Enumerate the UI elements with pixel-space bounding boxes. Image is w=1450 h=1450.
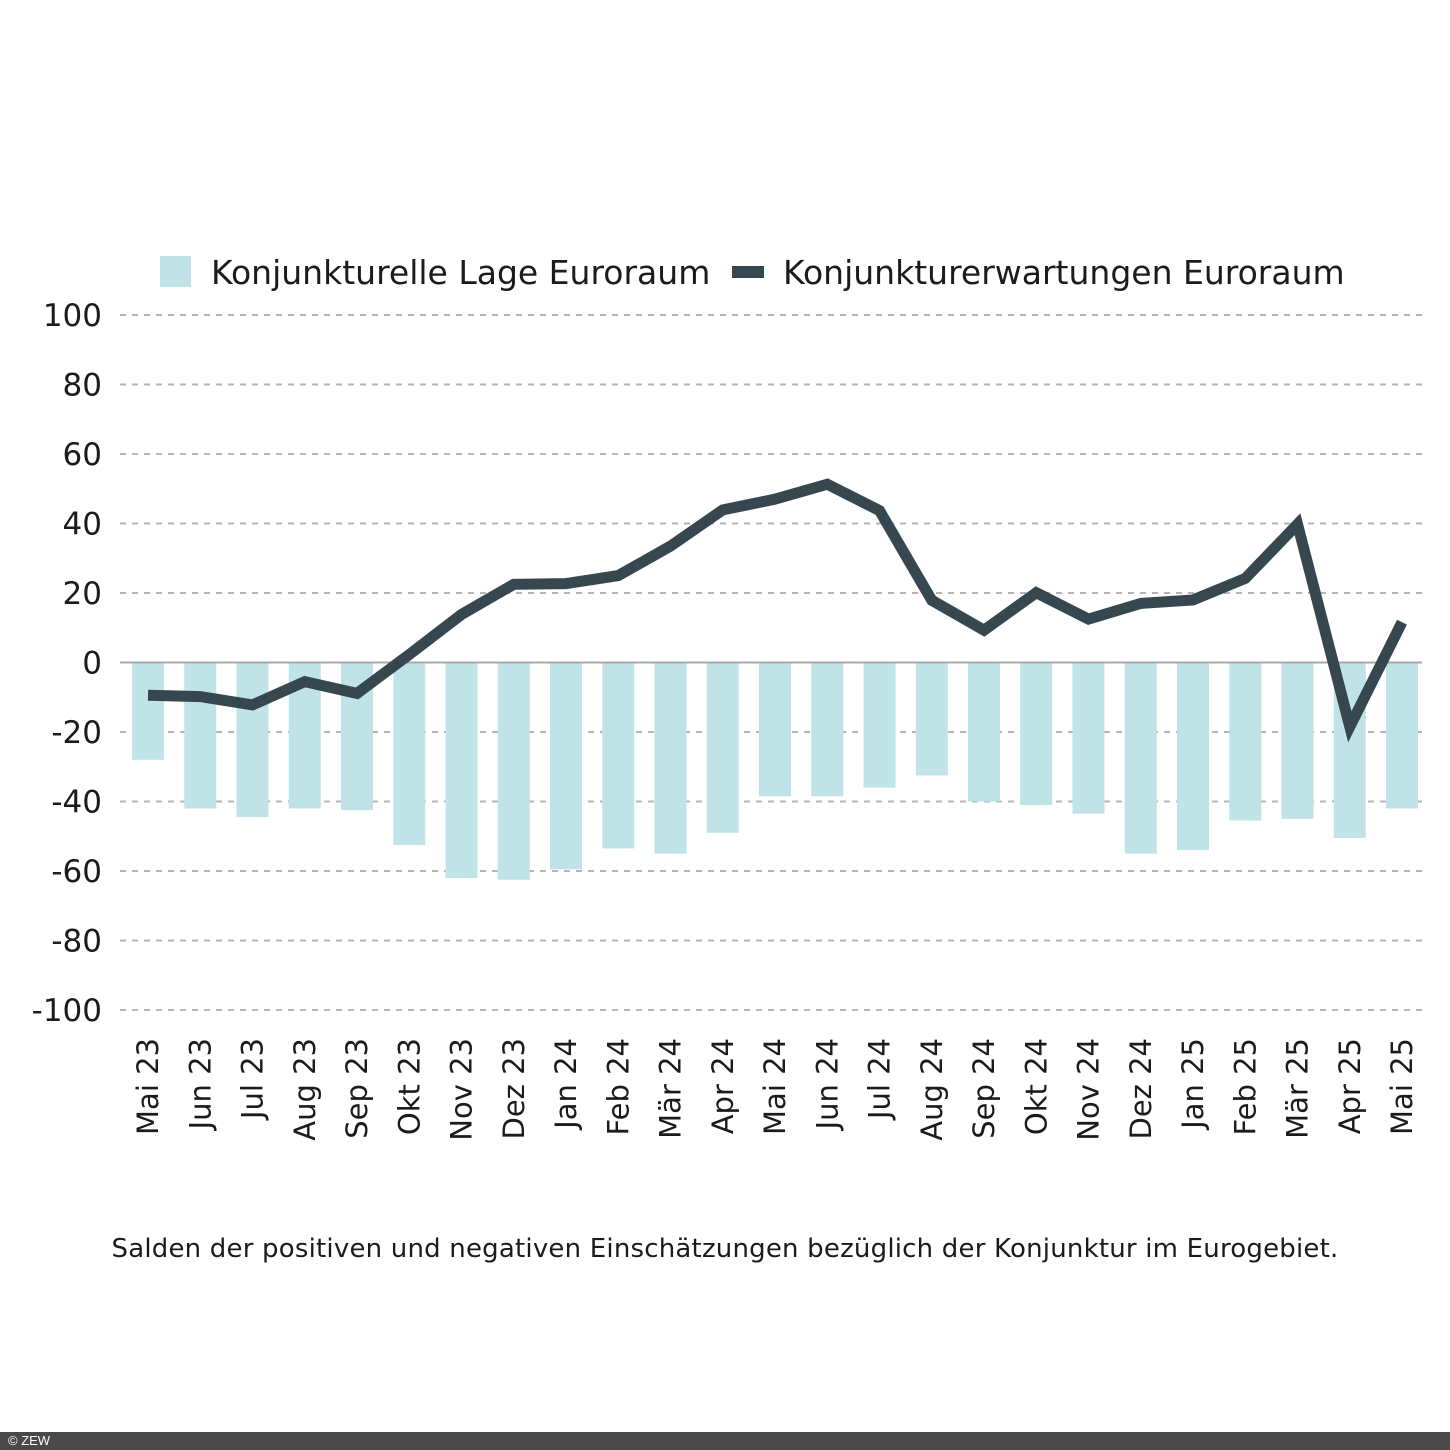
y-tick-label: 20 [63,576,102,612]
bar [497,662,530,880]
chart-caption: Salden der positiven und negativen Einsc… [111,1234,1339,1264]
x-tick-label: Apr 25 [1333,1038,1367,1134]
bar [1281,662,1314,819]
x-tick-label: Jan 25 [1176,1038,1210,1131]
x-tick-label: Sep 23 [340,1038,374,1139]
bar [1229,662,1262,821]
y-axis-labels: 100 80 60 40 20 0 -20 -40 -60 -80 -100 [32,298,102,1029]
bar [915,662,948,776]
bar [184,662,217,809]
bar [602,662,635,849]
x-tick-label: Sep 24 [967,1038,1001,1139]
y-tick-label: 40 [63,507,102,543]
x-tick-label: Feb 25 [1228,1038,1262,1135]
footer-bar: © ZEW [0,1432,1450,1450]
y-tick-label: 80 [63,368,102,404]
copyright-text: © ZEW [8,1433,51,1448]
bar [706,662,739,833]
bar [968,662,1000,802]
x-tick-label: Mär 24 [654,1038,688,1139]
legend-swatch-bar [160,256,191,287]
y-tick-label: 0 [82,646,102,682]
x-tick-label: Okt 24 [1019,1038,1053,1135]
x-tick-label: Jul 23 [236,1038,270,1121]
y-tick-label: 100 [43,298,102,334]
bar [1020,662,1053,805]
bar [236,662,269,818]
x-tick-label: Jun 23 [183,1038,217,1131]
y-tick-label: -20 [51,715,102,751]
bar [1072,662,1105,814]
y-tick-label: -100 [32,993,102,1029]
x-tick-label: Jul 24 [863,1038,897,1121]
x-tick-label: Mai 23 [131,1038,165,1135]
x-tick-label: Mai 24 [758,1038,792,1135]
y-tick-label: -60 [51,854,102,890]
bar [132,662,164,760]
x-tick-label: Nov 23 [445,1038,479,1141]
x-tick-label: Apr 24 [706,1038,740,1134]
x-tick-label: Aug 23 [288,1038,322,1141]
legend: Konjunkturelle Lage Euroraum Konjunkture… [160,253,1345,292]
x-tick-label: Mai 25 [1385,1038,1419,1135]
chart: Konjunkturelle Lage Euroraum Konjunkture… [32,253,1422,1141]
bar [393,662,426,845]
bars [132,662,1418,880]
expectations-line [147,478,1407,743]
bar [1124,662,1157,854]
x-axis-labels: Mai 23 Jun 23 Jul 23 Aug 23 Sep 23 Okt 23 Nov … [131,1038,1419,1141]
x-tick-label: Aug 24 [915,1038,949,1141]
x-tick-label: Jan 24 [549,1038,583,1131]
bar [759,662,791,797]
line-series [147,478,1407,743]
bar [445,662,478,878]
x-tick-label: Feb 24 [601,1038,635,1135]
bar [550,662,582,870]
x-tick-label: Jun 24 [810,1038,844,1131]
legend-swatch-line [732,266,764,278]
bar [863,662,896,788]
legend-label-line: Konjunkturerwartungen Euroraum [783,253,1345,292]
bar [1177,662,1209,851]
y-tick-label: -80 [51,924,102,960]
x-tick-label: Mär 25 [1281,1038,1315,1139]
x-tick-label: Nov 24 [1072,1038,1106,1141]
y-tick-label: -40 [51,785,102,821]
legend-label-bar: Konjunkturelle Lage Euroraum [211,253,710,292]
bar [654,662,687,854]
x-tick-label: Okt 23 [392,1038,426,1135]
x-tick-label: Dez 23 [497,1038,531,1140]
bar [1386,662,1418,809]
bar [811,662,844,797]
y-tick-label: 60 [63,437,102,473]
x-tick-label: Dez 24 [1124,1038,1158,1140]
